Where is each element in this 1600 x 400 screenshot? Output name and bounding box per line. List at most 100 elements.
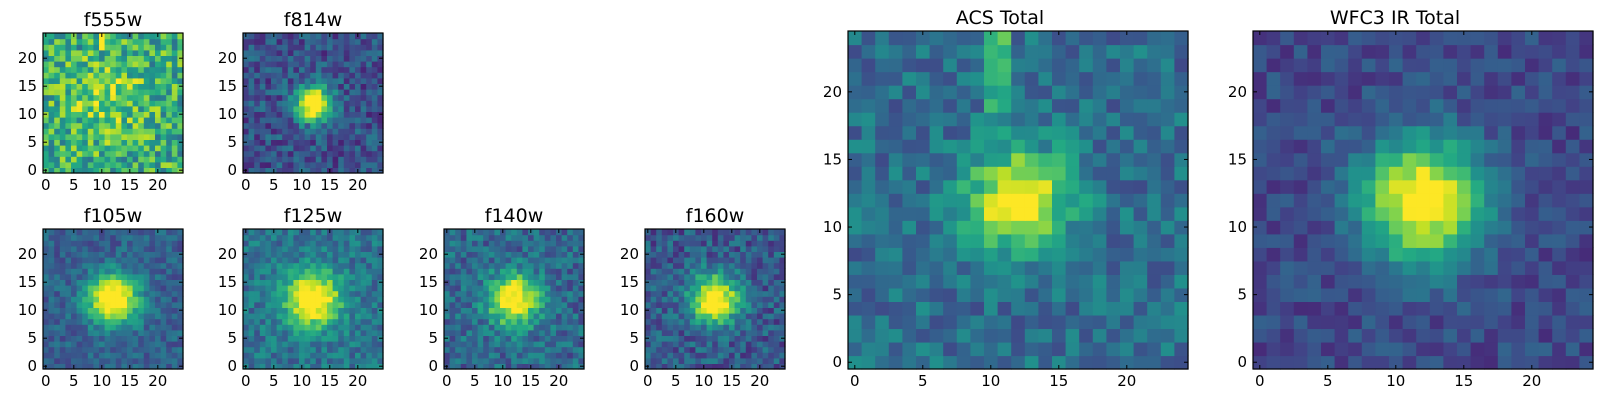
heatmap-cell [338,66,345,73]
heatmap-cell [166,313,173,320]
heatmap-cell [1525,179,1540,194]
heatmap-cell [115,94,122,101]
heatmap-cell [138,346,145,353]
heatmap-cell [299,234,306,241]
heatmap-cell [87,341,94,348]
heatmap-cell [160,335,167,342]
heatmap-cell [701,268,708,275]
heatmap-cell [661,352,668,359]
heatmap-cell [71,89,78,96]
heatmap-cell [505,290,512,297]
heatmap-cell [1497,328,1512,343]
heatmap-cell [304,44,311,51]
heatmap-cell [366,363,373,370]
heatmap-cell [338,111,345,118]
heatmap-cell [757,329,764,336]
heatmap-cell [483,251,490,258]
heatmap-cell [276,89,283,96]
heatmap-cell [371,66,378,73]
heatmap-cell [572,307,579,314]
heatmap-cell [343,61,350,68]
heatmap-cell [661,313,668,320]
heatmap-cell [371,128,378,135]
heatmap-cell [984,314,999,330]
heatmap-cell [1147,328,1162,343]
heatmap-cell [1429,274,1444,289]
heatmap-cell [54,357,61,364]
heatmap-cell [1321,179,1336,194]
heatmap-cell [1525,247,1540,262]
heatmap-cell [970,274,985,289]
heatmap-cell [1375,301,1390,316]
heatmap-cell [1266,314,1281,330]
heatmap-cell [1052,71,1067,86]
heatmap-cell [48,150,55,157]
heatmap-cell [1092,274,1107,289]
heatmap-cell [539,363,546,370]
x-tick-label: 15 [722,372,741,390]
heatmap-cell [304,133,311,140]
heatmap-cell [1052,247,1067,262]
heatmap-cell [1106,58,1121,73]
heatmap-cell [265,61,272,68]
heatmap-cell [371,279,378,286]
heatmap-cell [138,100,145,107]
heatmap-cell [271,161,278,168]
heatmap-cell [455,262,462,269]
heatmap-cell [304,324,311,331]
heatmap-cell [1348,274,1363,289]
x-tick-label: 0 [442,372,452,390]
heatmap-cell [1038,314,1053,330]
heatmap-cell [304,128,311,135]
heatmap-cell [177,257,184,264]
heatmap-cell [1065,206,1080,221]
heatmap-cell [466,229,473,236]
heatmap-cell [299,273,306,280]
heatmap-cell [466,285,473,292]
heatmap-cell [338,251,345,258]
heatmap-cell [550,307,557,314]
heatmap-cell [650,290,657,297]
heatmap-cell [371,89,378,96]
heatmap-cell [723,363,730,370]
heatmap-cell [254,145,261,152]
heatmap-cell [171,352,178,359]
heatmap-cell [528,296,535,303]
heatmap-cell [645,318,652,325]
heatmap-cell [567,346,574,353]
heatmap-cell [483,268,490,275]
heatmap-cell [970,355,985,370]
heatmap-cell [366,150,373,157]
heatmap-cell [773,279,780,286]
heatmap-cell [87,251,94,258]
heatmap-cell [377,33,384,40]
heatmap-cell [355,66,362,73]
heatmap-cell [143,324,150,331]
heatmap-cell [243,133,250,140]
heatmap-cell [127,133,134,140]
heatmap-cell [332,100,339,107]
heatmap-cell [1024,233,1039,248]
heatmap-cell [561,352,568,359]
heatmap-cell [121,128,128,135]
heatmap-cell [477,307,484,314]
y-tick-label: 20 [18,245,37,263]
heatmap-cell [171,77,178,84]
heatmap-cell [516,307,523,314]
heatmap-cell [110,290,117,297]
heatmap-cell [1052,206,1067,221]
heatmap-cell [1402,247,1417,262]
heatmap-cell [1147,31,1162,46]
heatmap-cell [449,279,456,286]
heatmap-cell [488,363,495,370]
heatmap-cell [243,352,250,359]
heatmap-cell [155,156,162,163]
heatmap-cell [54,296,61,303]
heatmap-cell [875,314,890,330]
heatmap-cell [1106,328,1121,343]
heatmap-cell [701,357,708,364]
heatmap-cell [745,324,752,331]
heatmap-cell [751,229,758,236]
heatmap-cell [1389,287,1404,302]
heatmap-cell [338,139,345,146]
